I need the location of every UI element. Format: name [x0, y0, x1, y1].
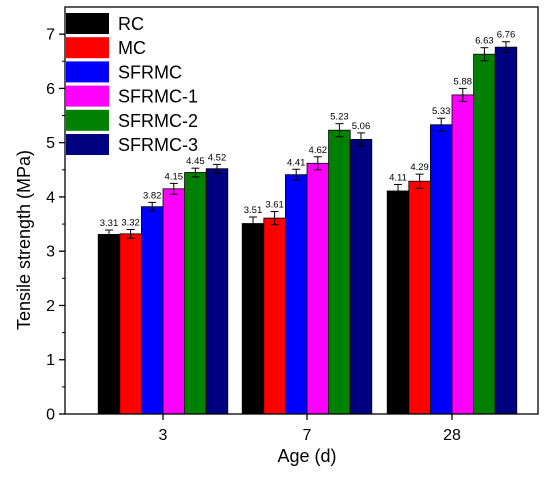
y-tick-label: 6	[46, 81, 55, 98]
bar-group-7: 3.51 3.61 4.414.62 5.235.06	[241, 112, 373, 415]
error-bar-SFRMC-1-28	[458, 87, 467, 102]
data-label-SFRMC-2-7: 5.23	[330, 112, 349, 123]
data-label-SFRMC-28: 5.33	[432, 106, 451, 117]
legend-label-MC: MC	[118, 38, 146, 58]
bar-RC-7	[241, 223, 265, 415]
bar-MC-28	[408, 180, 431, 415]
error-bar-RC-28	[394, 183, 402, 198]
bar-group-3: 3.31 3.32 3.824.154.45 4.52	[97, 152, 229, 415]
legend-item-RC: RC	[66, 13, 144, 34]
data-label-SFRMC-3-28: 6.76	[497, 30, 516, 41]
y-tick-label: 0	[46, 407, 55, 424]
bar-MC-7	[263, 217, 286, 415]
error-bar-SFRMC-3-28	[502, 41, 510, 54]
x-tick-label-7: 7	[303, 427, 312, 444]
error-bar-RC-3	[105, 229, 113, 240]
legend-item-MC: MC	[66, 37, 146, 59]
legend-item-SFRMC-2: SFRMC-2	[66, 109, 198, 131]
bar-SFRMC-28	[429, 124, 453, 415]
bar-SFRMC-3-3	[205, 168, 229, 415]
legend-swatch-MC	[66, 37, 109, 59]
bar-SFRMC-2-7	[328, 129, 351, 415]
data-label-MC-28: 4.29	[410, 162, 429, 173]
y-tick-label: 1	[46, 352, 55, 369]
x-tick-label-28: 28	[443, 427, 461, 444]
legend-label-RC: RC	[118, 14, 144, 34]
y-tick-label: 2	[46, 298, 55, 315]
legend-swatch-RC	[66, 13, 109, 34]
legend-swatch-SFRMC-2	[66, 109, 109, 131]
data-label-RC-7: 3.51	[244, 205, 263, 216]
data-label-SFRMC-2-3: 4.45	[186, 156, 205, 167]
bar-SFRMC-2-3	[184, 172, 207, 415]
error-bar-SFRMC-2-28	[480, 47, 489, 62]
error-bar-SFRMC-28	[437, 117, 446, 132]
legend-item-SFRMC-3: SFRMC-3	[66, 134, 198, 155]
legend-label-SFRMC-3: SFRMC-3	[118, 135, 198, 155]
legend-item-SFRMC: SFRMC	[66, 61, 182, 83]
error-bar-RC-7	[249, 216, 257, 231]
error-bar-MC-7	[270, 211, 279, 226]
error-bar-SFRMC-3	[148, 201, 157, 212]
y-tick-label: 4	[46, 189, 55, 206]
bar-SFRMC-3-7	[349, 139, 373, 415]
data-label-MC-3: 3.32	[121, 217, 140, 228]
y-tick-label: 7	[46, 27, 55, 44]
legend-label-SFRMC: SFRMC	[118, 62, 182, 82]
error-bar-SFRMC-3-7	[357, 132, 365, 147]
bar-SFRMC-2-28	[473, 53, 496, 415]
bar-SFRMC-3	[140, 206, 164, 415]
legend-swatch-SFRMC	[66, 61, 109, 83]
data-label-SFRMC-1-3: 4.15	[165, 171, 184, 182]
error-bar-SFRMC-2-3	[191, 167, 200, 178]
error-bar-MC-3	[126, 228, 135, 239]
data-label-SFRMC-2-28: 6.63	[475, 36, 494, 47]
x-tick-label-3: 3	[159, 427, 168, 444]
data-label-MC-7: 3.61	[265, 200, 284, 211]
x-axis: 3 7 28	[159, 414, 461, 444]
data-label-RC-28: 4.11	[389, 172, 407, 183]
y-axis-title: Tensile strength (MPa)	[14, 150, 34, 330]
y-tick-label: 3	[46, 244, 55, 261]
error-bar-SFRMC-1-3	[169, 182, 178, 195]
legend-label-SFRMC-1: SFRMC-1	[118, 87, 198, 107]
x-axis-title: Age (d)	[277, 446, 336, 466]
legend-label-SFRMC-2: SFRMC-2	[118, 111, 198, 131]
error-bar-SFRMC-2-7	[335, 123, 344, 138]
data-label-RC-3: 3.31	[100, 218, 119, 229]
error-bar-SFRMC-1-7	[313, 156, 322, 171]
bar-RC-28	[386, 190, 410, 415]
error-bar-SFRMC-7	[292, 168, 301, 181]
bar-SFRMC-1-7	[306, 162, 330, 415]
bar-SFRMC-1-28	[451, 94, 475, 415]
legend-swatch-SFRMC-1	[66, 85, 109, 107]
bar-SFRMC-1-3	[162, 188, 186, 415]
legend-item-SFRMC-1: SFRMC-1	[66, 85, 198, 107]
y-tick-label: 5	[46, 135, 55, 152]
bar-SFRMC-3-28	[494, 46, 518, 415]
y-axis: 0 1 2 3 4 5 6 7	[46, 27, 65, 424]
bar-SFRMC-7	[284, 174, 308, 415]
legend-swatch-SFRMC-3	[66, 134, 109, 155]
bar-RC-3	[97, 233, 121, 415]
data-label-SFRMC-1-7: 4.62	[309, 145, 328, 156]
error-bar-MC-28	[415, 173, 424, 189]
data-label-SFRMC-7: 4.41	[287, 157, 306, 168]
plot-area: 3.31 3.32 3.824.154.45 4.52 3.51 3.61 4.414.62…	[97, 30, 518, 415]
error-bar-SFRMC-3-3	[213, 163, 221, 174]
bar-group-28: 4.114.29 5.33 5.88 6.636.76	[386, 30, 518, 415]
data-label-SFRMC-3: 3.82	[143, 190, 162, 201]
data-label-SFRMC-3-3: 4.52	[208, 152, 227, 163]
legend: RC MC SFRMC SFRMC-1 SFRMC-2 SFRMC-3	[66, 13, 198, 155]
plot-frame	[64, 6, 539, 415]
data-label-SFRMC-3-7: 5.06	[352, 121, 371, 132]
bar-MC-3	[119, 233, 142, 415]
data-label-SFRMC-1-28: 5.88	[454, 76, 473, 87]
